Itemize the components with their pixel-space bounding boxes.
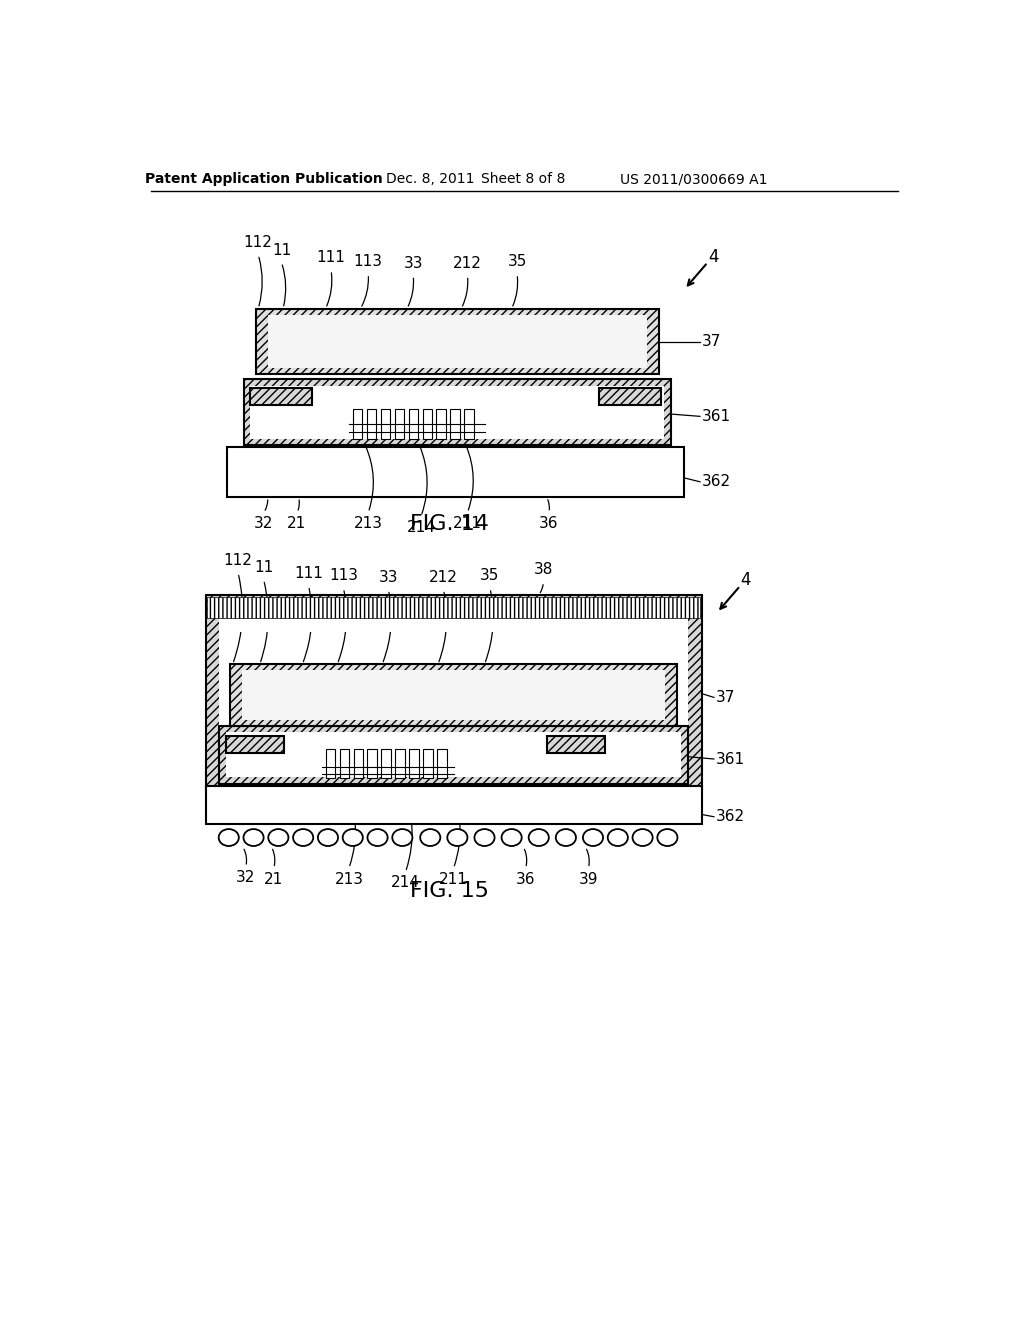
Bar <box>394 409 403 440</box>
Bar <box>599 388 662 405</box>
Text: 211: 211 <box>453 516 482 531</box>
Bar <box>242 671 665 719</box>
Text: 212: 212 <box>453 256 482 271</box>
Ellipse shape <box>607 829 628 846</box>
Ellipse shape <box>657 829 678 846</box>
Bar <box>219 726 687 784</box>
Bar <box>267 314 647 368</box>
Ellipse shape <box>633 829 652 846</box>
Bar <box>256 309 658 374</box>
Bar <box>409 409 418 440</box>
Bar <box>367 409 376 440</box>
Bar <box>464 409 474 440</box>
Bar <box>206 785 701 825</box>
Bar <box>230 664 677 726</box>
Text: 362: 362 <box>701 474 731 490</box>
Text: 37: 37 <box>716 690 735 705</box>
Ellipse shape <box>317 829 338 846</box>
Text: 36: 36 <box>516 871 536 887</box>
Text: 361: 361 <box>716 751 744 767</box>
Text: 33: 33 <box>403 256 423 271</box>
Text: 112: 112 <box>223 553 253 568</box>
Bar <box>547 737 604 752</box>
Text: 214: 214 <box>391 875 420 891</box>
Text: 211: 211 <box>439 871 468 887</box>
Bar <box>423 409 432 440</box>
Ellipse shape <box>219 829 239 846</box>
Bar <box>219 609 687 777</box>
Text: 111: 111 <box>316 251 345 265</box>
Bar <box>225 737 284 752</box>
Bar <box>395 748 404 779</box>
Bar <box>423 748 432 779</box>
Text: 35: 35 <box>480 568 500 583</box>
Bar <box>436 409 445 440</box>
Text: Patent Application Publication: Patent Application Publication <box>144 172 383 186</box>
Text: US 2011/0300669 A1: US 2011/0300669 A1 <box>620 172 768 186</box>
Bar <box>251 385 665 438</box>
Bar <box>410 748 419 779</box>
Text: 214: 214 <box>407 520 435 535</box>
Text: 39: 39 <box>579 871 598 887</box>
Bar <box>381 409 390 440</box>
Text: 213: 213 <box>353 516 383 531</box>
Ellipse shape <box>293 829 313 846</box>
Ellipse shape <box>502 829 521 846</box>
Bar <box>245 379 671 445</box>
Bar <box>207 597 700 618</box>
Text: 32: 32 <box>237 870 255 886</box>
Text: 4: 4 <box>740 570 751 589</box>
Text: 362: 362 <box>716 809 744 824</box>
Text: 361: 361 <box>701 409 731 424</box>
Ellipse shape <box>447 829 467 846</box>
Bar <box>206 595 701 792</box>
Bar <box>437 748 446 779</box>
Ellipse shape <box>556 829 575 846</box>
Text: 112: 112 <box>244 235 272 249</box>
Text: 38: 38 <box>534 562 553 577</box>
Bar <box>251 388 312 405</box>
Bar <box>381 748 391 779</box>
Text: 111: 111 <box>294 566 323 581</box>
Text: 37: 37 <box>701 334 721 350</box>
Bar <box>340 748 349 779</box>
Text: 36: 36 <box>539 516 558 531</box>
Text: 4: 4 <box>708 248 719 265</box>
Bar <box>227 447 684 498</box>
Text: 33: 33 <box>379 570 398 585</box>
Bar <box>225 733 681 777</box>
Text: FIG. 15: FIG. 15 <box>411 882 489 902</box>
Ellipse shape <box>420 829 440 846</box>
Text: 35: 35 <box>507 253 526 269</box>
Ellipse shape <box>392 829 413 846</box>
Text: 212: 212 <box>429 570 458 585</box>
Ellipse shape <box>583 829 603 846</box>
Text: 21: 21 <box>264 871 284 887</box>
Ellipse shape <box>244 829 263 846</box>
Ellipse shape <box>343 829 362 846</box>
Bar <box>352 409 362 440</box>
Text: 113: 113 <box>329 568 358 583</box>
Text: Dec. 8, 2011: Dec. 8, 2011 <box>386 172 474 186</box>
Text: FIG. 14: FIG. 14 <box>411 515 489 535</box>
Text: 21: 21 <box>288 516 306 531</box>
Bar <box>219 610 687 632</box>
Ellipse shape <box>268 829 289 846</box>
Bar <box>326 748 335 779</box>
Text: 213: 213 <box>335 871 364 887</box>
Text: 11: 11 <box>271 243 291 257</box>
Bar <box>451 409 460 440</box>
Text: 32: 32 <box>254 516 273 531</box>
Text: Sheet 8 of 8: Sheet 8 of 8 <box>481 172 565 186</box>
Ellipse shape <box>368 829 388 846</box>
Ellipse shape <box>474 829 495 846</box>
Text: 11: 11 <box>254 560 273 574</box>
Bar <box>368 748 377 779</box>
Text: 113: 113 <box>353 253 383 269</box>
Ellipse shape <box>528 829 549 846</box>
Bar <box>353 748 362 779</box>
